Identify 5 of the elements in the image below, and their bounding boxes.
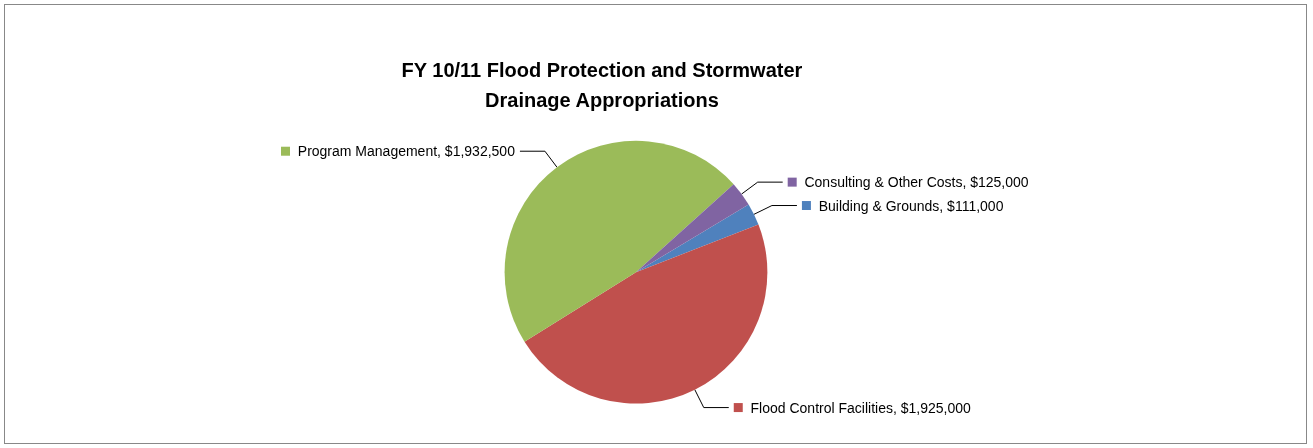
legend-label: Consulting & Other Costs, $125,000 (796, 174, 1029, 191)
legend-label: Program Management, $1,932,500 (290, 143, 516, 160)
legend-label: Flood Control Facilities, $1,925,000 (742, 399, 971, 416)
legend-label: Building & Grounds, $111,000 (810, 197, 1004, 214)
chart-title: FY 10/11 Flood Protection and Stormwater Drainage Appropriations (401, 59, 803, 111)
